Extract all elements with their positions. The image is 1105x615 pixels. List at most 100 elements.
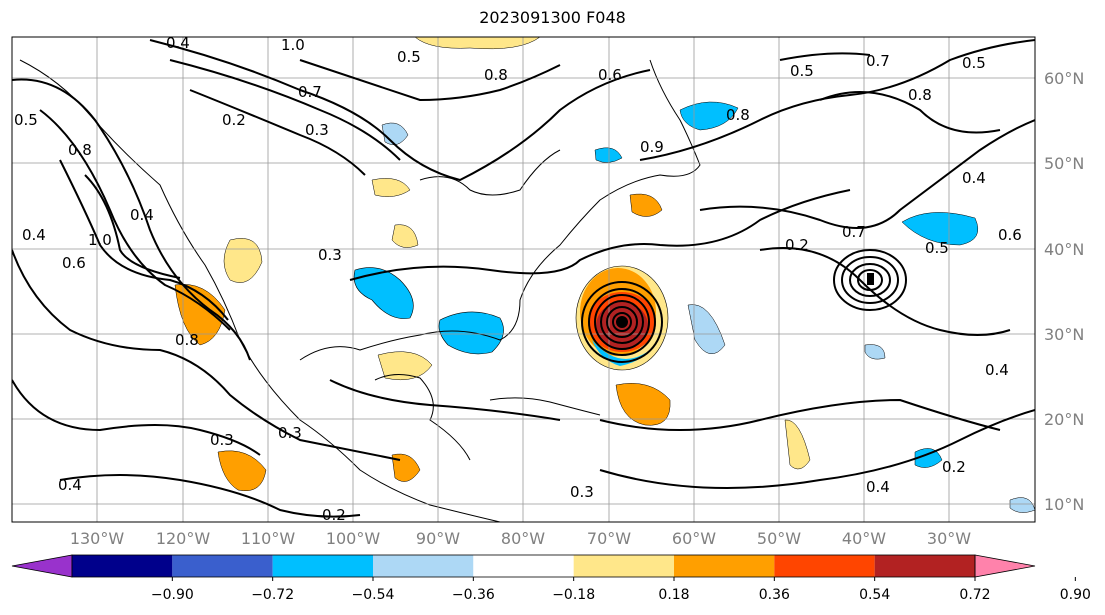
contour-label: 0.3 [318, 246, 342, 264]
contour-label: 0.5 [397, 48, 421, 66]
contour-line-5 [12, 249, 401, 461]
great-lakes [419, 149, 561, 196]
low-contour-4 [857, 269, 883, 291]
orange-patch-nova-scotia [629, 193, 663, 217]
contour-label: 0.7 [298, 83, 322, 101]
hurricane-contour-2 [588, 288, 656, 356]
contour-label: 0.5 [925, 239, 949, 257]
lon-label-60w: 60°W [672, 529, 716, 548]
latitude-labels: 60°N 50°N 40°N 30°N 20°N 10°N [1044, 69, 1084, 514]
colorbar-segment [874, 555, 975, 577]
lon-label-100w: 100°W [326, 529, 381, 548]
colorbar-tick-label: −0.90 [151, 587, 194, 603]
contour-line-14 [699, 119, 1035, 229]
colorbar-segment [573, 555, 674, 577]
blue-patch-labrador [679, 101, 739, 131]
yellow-patch-central-us [371, 178, 411, 197]
colorbar-tick-label: −0.72 [251, 587, 294, 603]
contour-line-17 [599, 409, 1035, 489]
contour-layer [12, 39, 1035, 518]
lat-label-60n: 60°N [1044, 69, 1084, 88]
cuba [489, 397, 601, 416]
contour-line-18 [819, 91, 1001, 134]
contour-label: 0.7 [866, 52, 890, 70]
lon-label-70w: 70°W [587, 529, 631, 548]
contour-line-8 [149, 39, 651, 182]
contour-label: 0.2 [785, 236, 809, 254]
blue-patch-mid-east [864, 344, 886, 360]
lon-label-80w: 80°W [501, 529, 545, 548]
hurricane-contour-6 [612, 312, 632, 332]
blue-patch-east-atlantic [901, 212, 979, 246]
orange-patch-central-america [391, 453, 421, 482]
map-background [12, 37, 1035, 522]
hurricane-contour-1 [581, 281, 663, 363]
colorbar-max-extend [974, 554, 1036, 578]
orange-patch-atlantic-south [615, 383, 671, 426]
contour-label: 0.8 [175, 331, 199, 349]
contour-label: 0.8 [68, 141, 92, 159]
contour-label: 0.3 [210, 431, 234, 449]
colorbar-min-extend [11, 554, 73, 578]
contour-line-13 [639, 39, 1035, 161]
colorbar-tick-label: 0.54 [859, 587, 890, 603]
contour-label: 0.6 [998, 226, 1022, 244]
hurricane-contour-5 [606, 306, 638, 338]
colorbar-ticks: −0.90 −0.72 −0.54 −0.36 −0.18 0.18 0.36 0.54 0.7… [151, 577, 1091, 603]
low-center [867, 273, 874, 285]
contour-label: 0.4 [962, 169, 986, 187]
low-contour-1 [833, 249, 907, 311]
lat-label-40n: 40°N [1044, 240, 1084, 259]
yellow-patch-mexico-north [223, 238, 263, 283]
contour-line-3 [59, 159, 229, 321]
contour-label: 0.4 [58, 476, 82, 494]
lon-label-50w: 50°W [757, 529, 801, 548]
contour-label: 0.5 [962, 54, 986, 72]
colorbar-tick-label: 0.90 [1060, 587, 1091, 603]
contour-line-7 [59, 474, 361, 518]
contour-label: 0.9 [640, 138, 664, 156]
contour-label: 0.3 [278, 424, 302, 442]
contour-label: 0.8 [726, 106, 750, 124]
contour-line-20 [329, 379, 561, 421]
yellow-patch-north-top [414, 37, 541, 50]
contour-label: 0.8 [908, 86, 932, 104]
colorbar-segment [373, 555, 474, 577]
contour-label-layer: 0.4 1.0 0.7 0.5 0.2 0.3 0.8 0.6 0.5 0.7 … [14, 37, 1022, 522]
colorbar-segment [272, 555, 373, 577]
hurricane-center [616, 316, 628, 328]
contour-label: 0.4 [866, 478, 890, 496]
colorbar-tick-label: −0.36 [452, 587, 495, 603]
blue-patch-east-hurricane [687, 304, 726, 354]
colorbar-tick-label: −0.54 [352, 587, 395, 603]
colorbar-tick-label: 0.18 [658, 587, 689, 603]
contour-label: 1.0 [88, 231, 112, 249]
contour-line-6 [12, 379, 261, 456]
contour-line-4 [84, 174, 181, 279]
colorbar-segment [72, 555, 173, 577]
contour-label: 0.4 [985, 361, 1009, 379]
contour-label: 0.4 [130, 206, 154, 224]
orange-patch-pacific-south [217, 450, 267, 492]
contour-label: 0.6 [62, 254, 86, 272]
lon-label-30w: 30°W [927, 529, 971, 548]
longitude-labels: 130°W 120°W 110°W 100°W 90°W 80°W 70°W 6… [70, 529, 971, 548]
colorbar-tick-label: −0.18 [552, 587, 595, 603]
colorbar-segment [774, 555, 875, 577]
lon-label-120w: 120°W [156, 529, 211, 548]
contour-label: 0.4 [22, 226, 46, 244]
contour-label: 0.7 [842, 223, 866, 241]
lon-label-90w: 90°W [416, 529, 460, 548]
colorbar-segment [674, 555, 775, 577]
colorbar-tick-label: 0.72 [959, 587, 990, 603]
blue-patch-quebec [594, 147, 623, 163]
contour-line-10 [189, 89, 366, 176]
lon-label-110w: 110°W [241, 529, 296, 548]
contour-label: 0.2 [222, 111, 246, 129]
contour-label: 0.2 [942, 458, 966, 476]
contour-line-12 [349, 189, 851, 281]
contour-label: 0.6 [598, 66, 622, 84]
yellow-patch-midwest [391, 224, 419, 248]
hurricane-contour-3 [594, 294, 650, 350]
